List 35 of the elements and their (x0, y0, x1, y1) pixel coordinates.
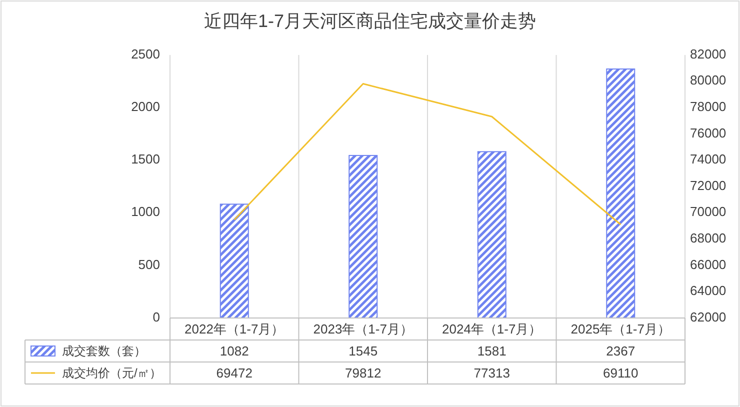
data-label: 77313 (474, 365, 510, 380)
y2-tick-label: 70000 (690, 204, 726, 220)
data-label: 69472 (216, 365, 252, 380)
data-label: 1082 (220, 343, 249, 358)
bar (477, 151, 506, 318)
y-tick-label: 1000 (131, 204, 160, 220)
y2-tick-label: 80000 (690, 72, 726, 88)
legend-label: 成交均价（元/㎡） (62, 366, 162, 380)
data-label: 1581 (477, 343, 506, 358)
chart-title: 近四年1-7月天河区商品住宅成交量价走势 (204, 10, 536, 31)
data-label: 2367 (606, 343, 636, 358)
y2-tick-label: 76000 (690, 125, 726, 140)
x-tick-label: 2022年（1-7月） (184, 321, 284, 336)
y-tick-label: 1500 (131, 152, 160, 167)
x-tick-label: 2024年（1-7月） (442, 321, 542, 336)
y2-tick-label: 62000 (690, 309, 726, 324)
bar (348, 154, 378, 318)
y2-tick-label: 78000 (690, 99, 726, 114)
data-label: 79812 (345, 365, 382, 380)
y-tick-label: 2000 (131, 99, 160, 114)
y2-tick-label: 72000 (690, 178, 726, 193)
data-label: 69110 (603, 365, 638, 380)
y2-tick-label: 66000 (690, 256, 726, 272)
legend-label: 成交套数（套） (62, 344, 146, 358)
x-tick-label: 2023年（1-7月） (313, 321, 413, 336)
y2-tick-label: 64000 (690, 283, 726, 298)
y2-tick-label: 74000 (690, 152, 726, 167)
y-tick-label: 2500 (131, 46, 160, 62)
bar (606, 68, 636, 318)
y2-tick-label: 82000 (690, 46, 726, 62)
bar (220, 204, 249, 318)
x-tick-label: 2025年（1-7月） (570, 321, 670, 336)
y-tick-label: 500 (138, 256, 160, 272)
y2-tick-label: 68000 (690, 230, 726, 246)
data-label: 1545 (348, 343, 378, 358)
